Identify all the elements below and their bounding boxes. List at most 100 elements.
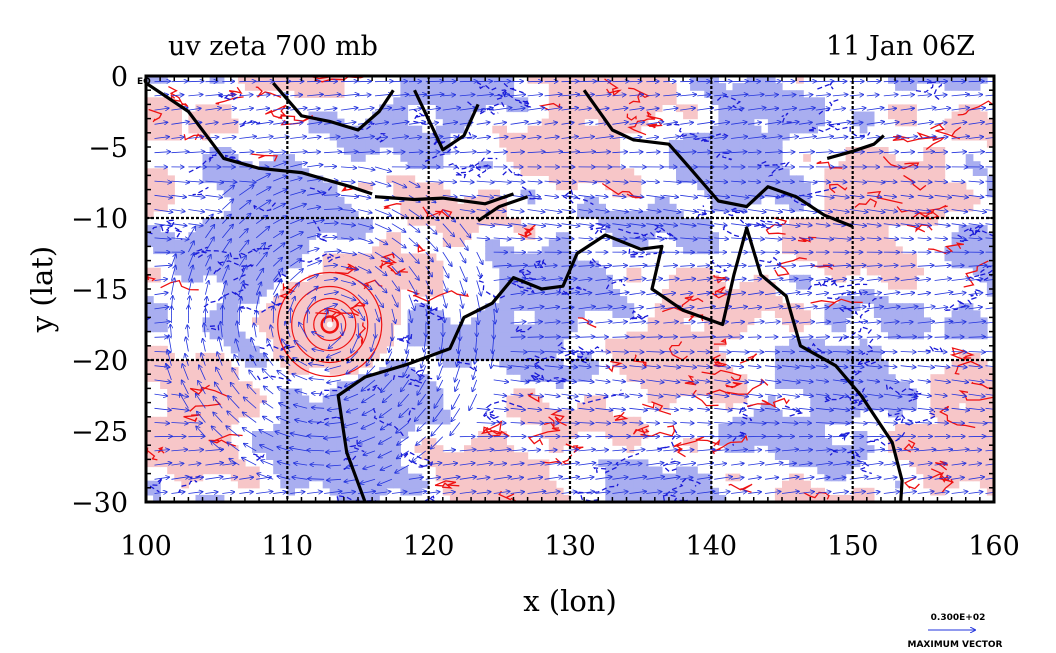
- positive-vorticity-cell: [414, 218, 423, 226]
- negative-vorticity-cell: [386, 452, 394, 460]
- positive-vorticity-cell: [937, 480, 946, 489]
- positive-contour: [711, 286, 729, 299]
- negative-vorticity-cell: [541, 253, 550, 262]
- negative-vorticity-cell: [782, 431, 790, 439]
- positive-contour: [517, 224, 536, 239]
- positive-vorticity-cell: [661, 345, 670, 354]
- negative-vorticity-cell: [216, 253, 225, 262]
- positive-vorticity-cell: [838, 168, 847, 176]
- negative-vorticity-cell: [661, 210, 670, 219]
- negative-vorticity-cell: [421, 147, 430, 155]
- positive-vorticity-cell: [972, 104, 981, 113]
- wind-vector: [229, 459, 240, 466]
- negative-vorticity-cell: [612, 494, 621, 502]
- positive-vorticity-cell: [612, 161, 621, 169]
- positive-vorticity-cell: [506, 132, 515, 141]
- negative-vorticity-cell: [753, 438, 762, 446]
- negative-vorticity-cell: [237, 331, 246, 340]
- positive-vorticity-cell: [329, 331, 338, 340]
- negative-vorticity-cell: [796, 445, 804, 453]
- positive-vorticity-cell: [965, 360, 974, 368]
- positive-vorticity-cell: [329, 90, 338, 98]
- positive-vorticity-cell: [612, 175, 621, 184]
- negative-vorticity-cell: [520, 360, 529, 368]
- negative-vorticity-cell: [690, 239, 698, 247]
- negative-vorticity-cell: [782, 168, 790, 176]
- negative-vorticity-cell: [386, 409, 394, 418]
- negative-vorticity-cell: [153, 76, 161, 84]
- negative-vorticity-cell: [252, 239, 260, 247]
- negative-vorticity-cell: [266, 274, 274, 283]
- negative-vorticity-cell: [732, 416, 741, 425]
- positive-vorticity-cell: [732, 374, 741, 382]
- negative-vorticity-cell: [979, 324, 988, 333]
- negative-vorticity-cell: [294, 473, 303, 482]
- negative-vorticity-cell: [252, 196, 260, 205]
- positive-vorticity-cell: [555, 154, 564, 162]
- positive-vorticity-cell: [746, 303, 755, 311]
- positive-vorticity-cell: [888, 168, 896, 176]
- positive-vorticity-cell: [386, 281, 394, 290]
- positive-vorticity-cell: [923, 154, 931, 162]
- positive-vorticity-cell: [555, 111, 564, 120]
- negative-vorticity-cell: [393, 402, 401, 411]
- negative-vorticity-cell: [294, 239, 303, 247]
- positive-vorticity-cell: [683, 274, 691, 283]
- positive-vorticity-cell: [803, 154, 811, 162]
- positive-vorticity-cell: [909, 189, 917, 198]
- negative-vorticity-cell: [308, 182, 317, 191]
- negative-vorticity-cell: [732, 90, 741, 98]
- wind-vector: [154, 394, 168, 396]
- positive-vorticity-cell: [273, 317, 281, 326]
- negative-vorticity-cell: [774, 445, 783, 453]
- negative-vorticity-cell: [449, 97, 458, 105]
- positive-vorticity-cell: [414, 281, 423, 290]
- negative-vorticity-cell: [562, 239, 571, 247]
- negative-vorticity-cell: [739, 445, 748, 453]
- positive-vorticity-cell: [873, 147, 882, 155]
- positive-vorticity-cell: [513, 139, 522, 148]
- positive-vorticity-cell: [153, 132, 161, 141]
- negative-vorticity-cell: [499, 289, 507, 297]
- wind-vector: [231, 383, 240, 395]
- positive-vorticity-cell: [195, 431, 204, 439]
- positive-vorticity-cell: [633, 267, 642, 276]
- negative-vorticity-cell: [591, 210, 599, 219]
- positive-vorticity-cell: [534, 168, 543, 176]
- negative-vorticity-cell: [294, 409, 303, 418]
- negative-vorticity-cell: [329, 210, 338, 219]
- positive-vorticity-cell: [633, 83, 642, 91]
- negative-contour: [367, 384, 382, 392]
- negative-vorticity-cell: [146, 480, 154, 489]
- negative-vorticity-cell: [640, 210, 649, 219]
- positive-vorticity-cell: [958, 125, 967, 134]
- positive-vorticity-cell: [562, 416, 571, 425]
- negative-vorticity-cell: [888, 402, 896, 411]
- negative-vorticity-cell: [880, 360, 889, 368]
- negative-vorticity-cell: [739, 154, 748, 162]
- negative-vorticity-cell: [223, 168, 232, 176]
- negative-vorticity-cell: [252, 360, 260, 368]
- positive-vorticity-cell: [676, 331, 684, 340]
- positive-vorticity-cell: [753, 310, 762, 318]
- negative-vorticity-cell: [753, 90, 762, 98]
- negative-vorticity-cell: [746, 423, 755, 432]
- negative-vorticity-cell: [414, 381, 423, 389]
- negative-vorticity-cell: [774, 381, 783, 389]
- negative-vorticity-cell: [237, 267, 246, 276]
- negative-vorticity-cell: [442, 83, 451, 91]
- negative-vorticity-cell: [456, 125, 465, 134]
- negative-vorticity-cell: [181, 239, 189, 247]
- positive-vorticity-cell: [308, 303, 317, 311]
- positive-vorticity-cell: [965, 416, 974, 425]
- positive-vorticity-cell: [223, 452, 232, 460]
- positive-vorticity-cell: [612, 139, 621, 148]
- negative-vorticity-cell: [859, 445, 868, 453]
- positive-vorticity-cell: [888, 175, 896, 184]
- positive-vorticity-cell: [668, 367, 677, 375]
- positive-vorticity-cell: [718, 296, 727, 304]
- positive-vorticity-cell: [548, 90, 557, 98]
- negative-vorticity-cell: [739, 161, 748, 169]
- negative-vorticity-cell: [181, 274, 189, 283]
- negative-vorticity-cell: [379, 480, 387, 489]
